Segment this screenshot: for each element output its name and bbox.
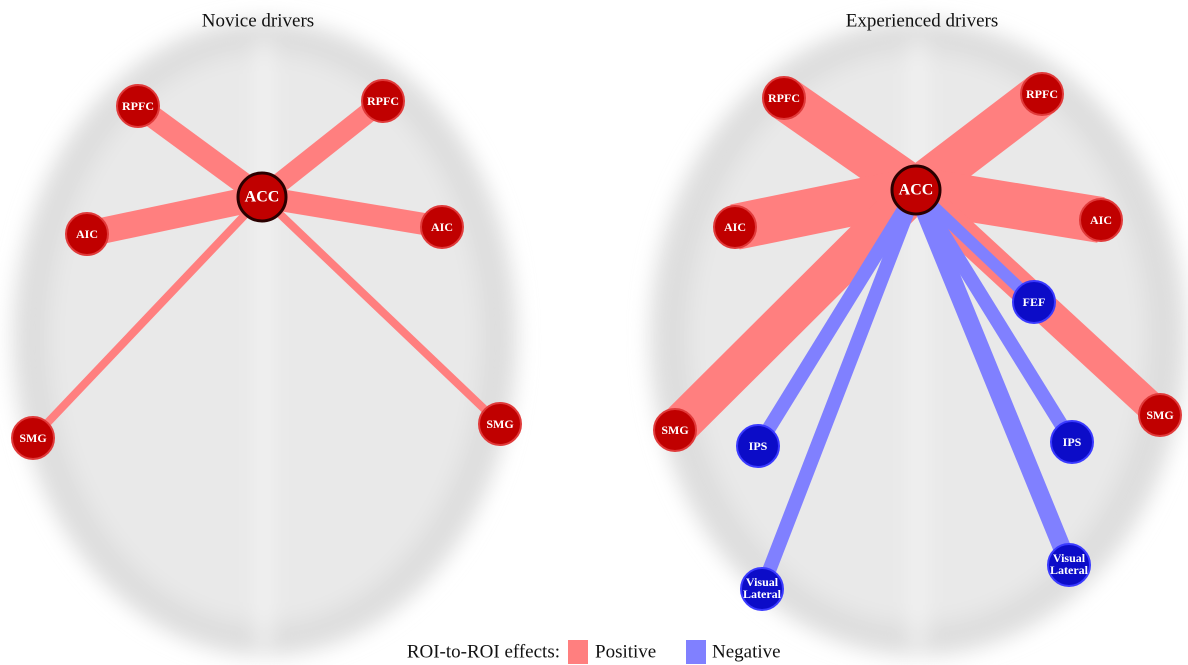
- roi-label: IPS: [749, 439, 768, 453]
- roi-node: RPFC: [117, 85, 159, 127]
- roi-label: ACC: [899, 182, 934, 199]
- roi-label: ACC: [245, 189, 280, 206]
- roi-label: RPFC: [367, 94, 399, 108]
- roi-label: SMG: [19, 431, 46, 445]
- roi-label: AIC: [76, 227, 98, 241]
- roi-node: ACC: [892, 166, 940, 214]
- roi-node: RPFC: [1021, 73, 1063, 115]
- roi-label: FEF: [1023, 295, 1046, 309]
- roi-node: RPFC: [763, 77, 805, 119]
- legend-item: Positive: [595, 641, 656, 662]
- brain-left: [13, 20, 517, 656]
- roi-label: AIC: [724, 220, 746, 234]
- legend-item: Negative: [712, 641, 781, 662]
- roi-label: SMG: [486, 417, 513, 431]
- roi-node: RPFC: [362, 80, 404, 122]
- roi-label: AIC: [1090, 213, 1112, 227]
- roi-node: AIC: [714, 206, 756, 248]
- roi-label: IPS: [1063, 435, 1082, 449]
- roi-label: SMG: [1146, 408, 1173, 422]
- roi-node: SMG: [12, 417, 54, 459]
- roi-node: ACC: [238, 173, 286, 221]
- roi-node: IPS: [1051, 421, 1093, 463]
- brain-right: [650, 20, 1186, 656]
- panel-title: Novice drivers: [202, 10, 314, 31]
- roi-node: SMG: [654, 409, 696, 451]
- roi-node: AIC: [66, 213, 108, 255]
- roi-node: IPS: [737, 425, 779, 467]
- roi-label: SMG: [661, 423, 688, 437]
- roi-label: Lateral: [743, 587, 782, 601]
- roi-node: SMG: [479, 403, 521, 445]
- legend-title: ROI-to-ROI effects:: [407, 641, 560, 662]
- roi-node: AIC: [421, 206, 463, 248]
- roi-label: RPFC: [768, 91, 800, 105]
- legend-swatch: [686, 640, 706, 664]
- figure: Novice drivers Experienced drivers ACC RP…: [0, 0, 1188, 665]
- panel-title: Experienced drivers: [846, 10, 998, 31]
- roi-label: RPFC: [1026, 87, 1058, 101]
- roi-node: AIC: [1080, 199, 1122, 241]
- roi-label: Lateral: [1050, 563, 1089, 577]
- legend-swatch: [568, 640, 588, 664]
- roi-node: FEF: [1013, 281, 1055, 323]
- legend: ROI-to-ROI effects: Positive Negative: [407, 640, 781, 664]
- roi-label: AIC: [431, 220, 453, 234]
- roi-label: RPFC: [122, 99, 154, 113]
- roi-node: SMG: [1139, 394, 1181, 436]
